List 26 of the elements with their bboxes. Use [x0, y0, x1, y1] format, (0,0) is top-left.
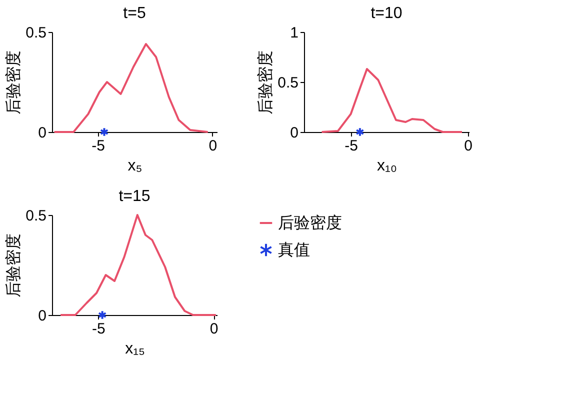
y-tick-label: 0.5	[26, 208, 46, 224]
legend-label: 后验密度	[278, 214, 342, 232]
y-tick-label: 0.5	[278, 74, 298, 92]
x-tick-label: -5	[344, 138, 358, 154]
x-tick-label: 0	[464, 138, 472, 154]
x-axis-title: x₁₀	[376, 158, 398, 174]
x-tick-label: 0	[208, 138, 218, 154]
legend-label: 真值	[278, 241, 310, 259]
line-series	[53, 43, 209, 133]
x-axis-title: x₅	[128, 158, 142, 174]
y-tick-label: 1	[290, 24, 298, 42]
x-axis-title: x₁₅	[125, 340, 145, 358]
x-tick-label: -5	[92, 138, 106, 154]
line-series	[320, 68, 463, 133]
line-series	[60, 214, 217, 316]
chart-title: t=15	[118, 188, 150, 205]
y-tick-label: 0	[38, 308, 46, 324]
y-tick-label: 0	[38, 124, 46, 142]
y-tick-label: 0	[290, 124, 298, 142]
y-axis-title: 后验密度	[256, 50, 275, 114]
x-tick-label: -5	[92, 320, 106, 338]
chart-title: t=10	[370, 5, 402, 22]
y-tick-label: 0.5	[26, 24, 46, 42]
y-axis-title: 后验密度	[4, 50, 23, 114]
chart-title: t=5	[123, 5, 146, 22]
y-axis-title: 后验密度	[4, 234, 23, 298]
